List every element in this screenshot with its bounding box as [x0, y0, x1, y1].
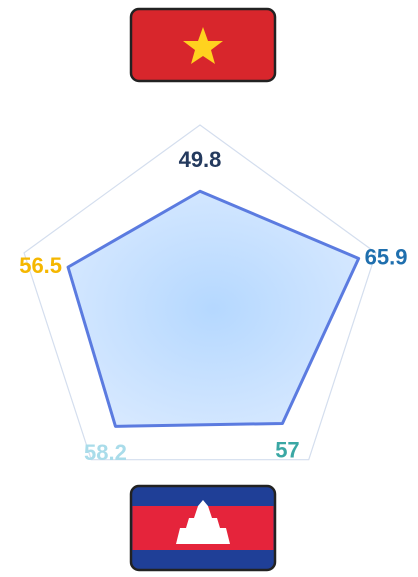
value-label: 49.8: [179, 147, 222, 172]
value-label: 56.5: [19, 253, 62, 278]
flag-cambodia: [129, 484, 277, 572]
radar-plot: 49.8 65.9 57 58.2 56.5: [19, 124, 408, 465]
radar-area: [66, 189, 361, 428]
value-label: 57: [275, 437, 299, 462]
flag-vietnam: [129, 7, 277, 83]
value-label: 65.9: [365, 244, 408, 269]
grid-ring: [23, 124, 377, 461]
value-label: 58.2: [84, 440, 127, 465]
